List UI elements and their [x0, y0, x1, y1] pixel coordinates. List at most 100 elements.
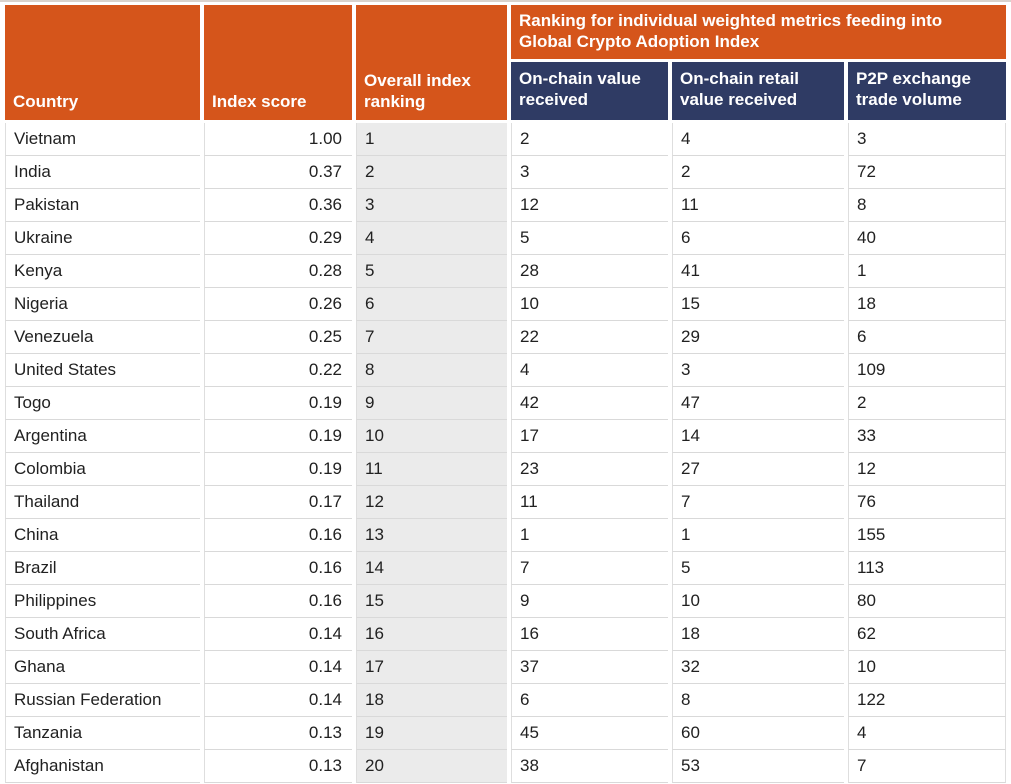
on-chain-retail-cell: 11	[672, 189, 844, 222]
country-cell: Afghanistan	[5, 750, 200, 783]
on-chain-value-cell: 38	[511, 750, 668, 783]
on-chain-retail-cell: 5	[672, 552, 844, 585]
on-chain-retail-cell: 18	[672, 618, 844, 651]
index-score-cell: 0.25	[204, 321, 352, 354]
on-chain-retail-cell: 3	[672, 354, 844, 387]
on-chain-retail-cell: 27	[672, 453, 844, 486]
country-cell: China	[5, 519, 200, 552]
index-score-cell: 0.26	[204, 288, 352, 321]
on-chain-value-cell: 3	[511, 156, 668, 189]
index-score-cell: 0.36	[204, 189, 352, 222]
table-row: Colombia 0.19 11 23 27 12	[5, 453, 1006, 486]
group-header-weighted-metrics: Ranking for individual weighted metrics …	[511, 5, 1006, 62]
p2p-volume-cell: 40	[848, 222, 1006, 255]
p2p-volume-cell: 12	[848, 453, 1006, 486]
index-score-cell: 0.29	[204, 222, 352, 255]
p2p-volume-cell: 109	[848, 354, 1006, 387]
on-chain-retail-cell: 2	[672, 156, 844, 189]
on-chain-value-cell: 37	[511, 651, 668, 684]
on-chain-value-cell: 4	[511, 354, 668, 387]
table-header: Country Index score Overall index rankin…	[5, 5, 1006, 123]
country-cell: Philippines	[5, 585, 200, 618]
country-cell: Thailand	[5, 486, 200, 519]
index-score-cell: 0.13	[204, 717, 352, 750]
overall-ranking-cell: 3	[356, 189, 507, 222]
table-row: United States 0.22 8 4 3 109	[5, 354, 1006, 387]
country-cell: Ghana	[5, 651, 200, 684]
on-chain-value-cell: 42	[511, 387, 668, 420]
on-chain-retail-cell: 6	[672, 222, 844, 255]
table-row: Russian Federation 0.14 18 6 8 122	[5, 684, 1006, 717]
country-cell: India	[5, 156, 200, 189]
overall-ranking-cell: 16	[356, 618, 507, 651]
country-cell: Argentina	[5, 420, 200, 453]
table-body: Vietnam 1.00 1 2 4 3 India 0.37 2 3 2 72…	[5, 123, 1006, 783]
overall-ranking-cell: 10	[356, 420, 507, 453]
on-chain-value-cell: 11	[511, 486, 668, 519]
on-chain-value-cell: 17	[511, 420, 668, 453]
on-chain-value-cell: 10	[511, 288, 668, 321]
country-cell: Togo	[5, 387, 200, 420]
column-header-on-chain-retail: On-chain retail value received	[672, 62, 844, 123]
table-row: Vietnam 1.00 1 2 4 3	[5, 123, 1006, 156]
overall-ranking-cell: 7	[356, 321, 507, 354]
overall-ranking-cell: 13	[356, 519, 507, 552]
index-score-cell: 0.28	[204, 255, 352, 288]
p2p-volume-cell: 2	[848, 387, 1006, 420]
on-chain-retail-cell: 7	[672, 486, 844, 519]
table-row: Nigeria 0.26 6 10 15 18	[5, 288, 1006, 321]
on-chain-value-cell: 23	[511, 453, 668, 486]
p2p-volume-cell: 76	[848, 486, 1006, 519]
on-chain-retail-cell: 1	[672, 519, 844, 552]
country-cell: South Africa	[5, 618, 200, 651]
column-header-p2p-volume: P2P exchange trade volume	[848, 62, 1006, 123]
overall-ranking-cell: 17	[356, 651, 507, 684]
table-row: Philippines 0.16 15 9 10 80	[5, 585, 1006, 618]
overall-ranking-cell: 9	[356, 387, 507, 420]
overall-ranking-cell: 19	[356, 717, 507, 750]
overall-ranking-cell: 4	[356, 222, 507, 255]
country-cell: Tanzania	[5, 717, 200, 750]
on-chain-value-cell: 9	[511, 585, 668, 618]
on-chain-value-cell: 2	[511, 123, 668, 156]
on-chain-value-cell: 22	[511, 321, 668, 354]
on-chain-retail-cell: 53	[672, 750, 844, 783]
table-row: Afghanistan 0.13 20 38 53 7	[5, 750, 1006, 783]
overall-ranking-cell: 15	[356, 585, 507, 618]
p2p-volume-cell: 6	[848, 321, 1006, 354]
on-chain-retail-cell: 14	[672, 420, 844, 453]
on-chain-retail-cell: 32	[672, 651, 844, 684]
column-header-overall-ranking: Overall index ranking	[356, 5, 507, 123]
table-row: Kenya 0.28 5 28 41 1	[5, 255, 1006, 288]
country-cell: Venezuela	[5, 321, 200, 354]
overall-ranking-cell: 12	[356, 486, 507, 519]
table-row: China 0.16 13 1 1 155	[5, 519, 1006, 552]
top-edge-line	[0, 0, 1011, 2]
column-header-on-chain-value: On-chain value received	[511, 62, 668, 123]
p2p-volume-cell: 4	[848, 717, 1006, 750]
on-chain-retail-cell: 10	[672, 585, 844, 618]
on-chain-retail-cell: 60	[672, 717, 844, 750]
index-score-cell: 0.13	[204, 750, 352, 783]
overall-ranking-cell: 1	[356, 123, 507, 156]
p2p-volume-cell: 10	[848, 651, 1006, 684]
on-chain-retail-cell: 47	[672, 387, 844, 420]
p2p-volume-cell: 8	[848, 189, 1006, 222]
overall-ranking-cell: 8	[356, 354, 507, 387]
table-row: Ghana 0.14 17 37 32 10	[5, 651, 1006, 684]
index-score-cell: 0.16	[204, 519, 352, 552]
on-chain-retail-cell: 8	[672, 684, 844, 717]
table-row: Argentina 0.19 10 17 14 33	[5, 420, 1006, 453]
index-score-cell: 0.16	[204, 552, 352, 585]
column-header-country: Country	[5, 5, 200, 123]
table-row: Pakistan 0.36 3 12 11 8	[5, 189, 1006, 222]
p2p-volume-cell: 18	[848, 288, 1006, 321]
p2p-volume-cell: 72	[848, 156, 1006, 189]
index-score-cell: 1.00	[204, 123, 352, 156]
country-cell: Russian Federation	[5, 684, 200, 717]
table-row: Brazil 0.16 14 7 5 113	[5, 552, 1006, 585]
table-row: Ukraine 0.29 4 5 6 40	[5, 222, 1006, 255]
on-chain-value-cell: 28	[511, 255, 668, 288]
index-score-cell: 0.19	[204, 387, 352, 420]
